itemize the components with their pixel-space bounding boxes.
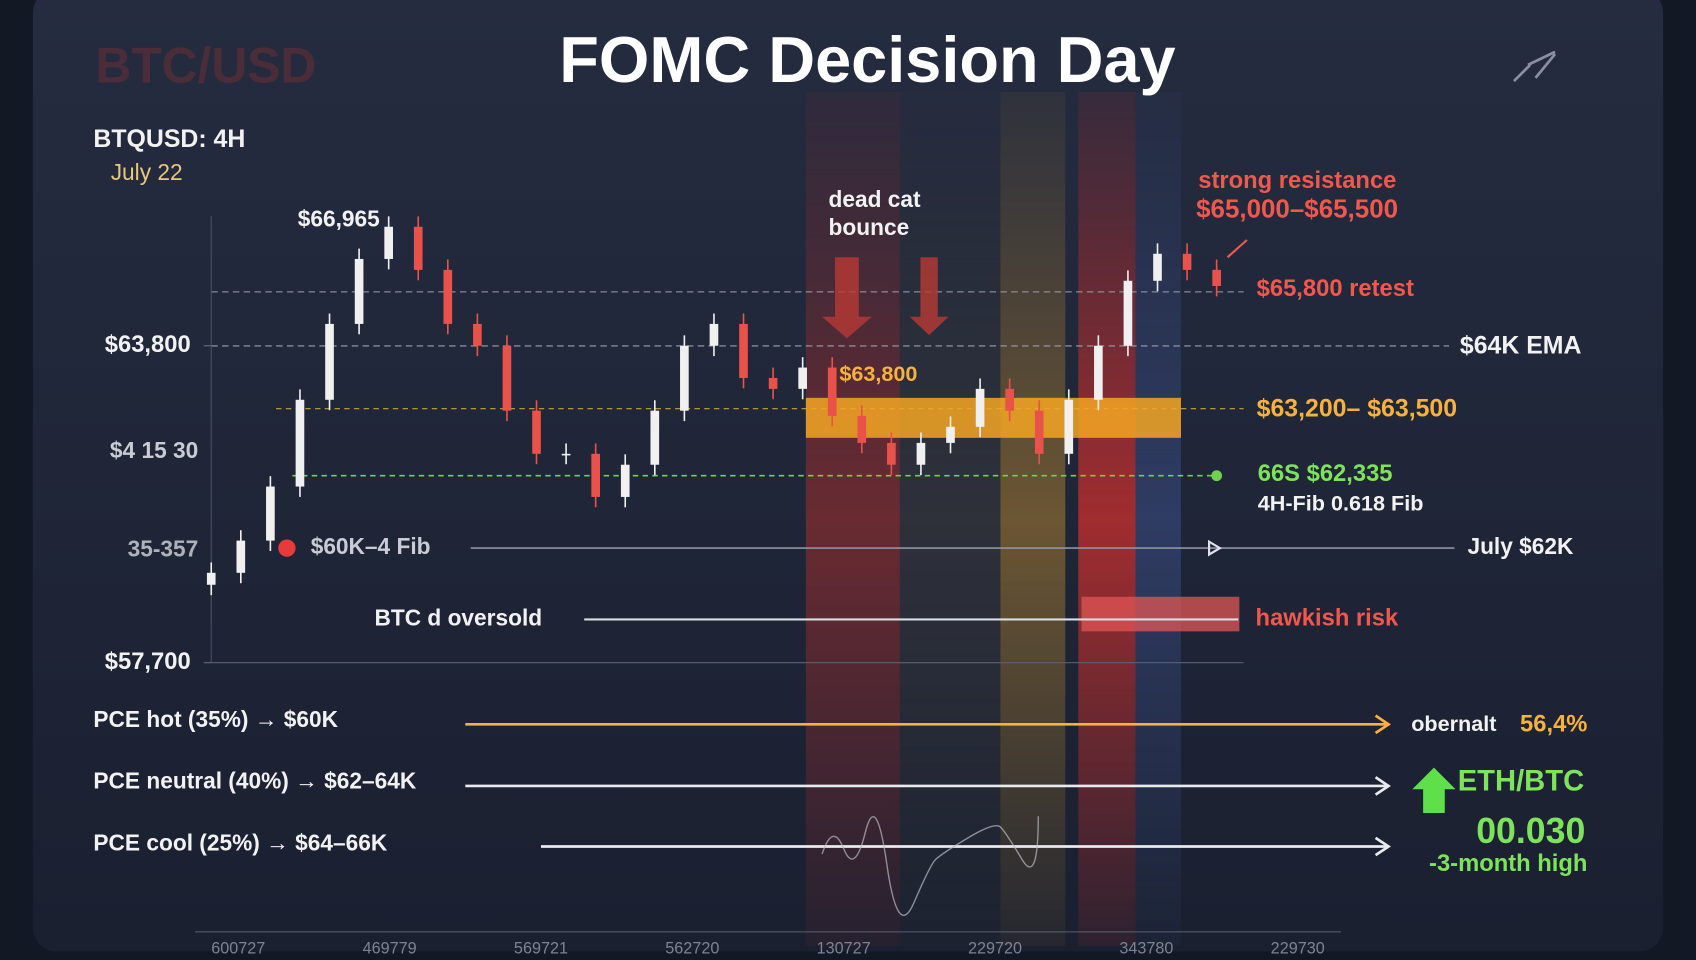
axis-note: $4 15 30 bbox=[110, 437, 198, 463]
logo-icon bbox=[1512, 50, 1557, 83]
squiggle bbox=[821, 816, 1039, 916]
annotation: hawkish risk bbox=[1256, 605, 1399, 632]
zone bbox=[805, 397, 1181, 438]
candle-body bbox=[1123, 280, 1133, 346]
symbol: BTQUSD: 4H bbox=[93, 125, 245, 153]
candle-body bbox=[946, 426, 955, 443]
candle-body bbox=[1182, 253, 1192, 270]
candle-body bbox=[1034, 410, 1044, 454]
event-bands bbox=[805, 91, 1181, 946]
scenario: PCE hot (35%) → $60K bbox=[93, 706, 338, 732]
candle-body bbox=[916, 442, 926, 465]
candle-body bbox=[354, 258, 364, 324]
candle-body bbox=[443, 269, 453, 324]
y-tick-label: $63,800 bbox=[105, 331, 191, 358]
candle-body bbox=[532, 410, 541, 454]
candle-body bbox=[591, 453, 600, 497]
x-tick-label: 562720 bbox=[665, 939, 719, 957]
side-note: -3-month high bbox=[1429, 850, 1587, 877]
annotation: dead cat bbox=[829, 186, 921, 212]
down-arrow bbox=[822, 257, 872, 339]
chart-title: FOMC Decision Day bbox=[559, 23, 1175, 96]
annotation: $63,200– $63,500 bbox=[1257, 394, 1457, 422]
x-tick-label: 469779 bbox=[363, 939, 417, 957]
candle-body bbox=[206, 572, 216, 585]
annotation: $65,000–$65,500 bbox=[1196, 196, 1398, 224]
x-tick-label: 569721 bbox=[514, 939, 568, 957]
annotation: $66,965 bbox=[298, 206, 380, 232]
zone bbox=[1081, 596, 1240, 632]
annotation: $63,800 bbox=[839, 361, 917, 386]
candle-body bbox=[620, 464, 630, 497]
candle-body bbox=[295, 399, 305, 487]
candle-body bbox=[1212, 269, 1221, 286]
candle-body bbox=[975, 388, 985, 427]
side-value: 56,4% bbox=[1520, 711, 1587, 738]
candle-body bbox=[739, 323, 748, 378]
x-tick-label: 600727 bbox=[211, 939, 265, 957]
candle-body bbox=[1064, 399, 1074, 454]
annotation: BTC d oversold bbox=[374, 604, 542, 630]
band bbox=[1078, 91, 1136, 946]
annotation: July $62K bbox=[1467, 533, 1574, 559]
annotation: bounce bbox=[829, 214, 910, 240]
side-label: obernalt bbox=[1411, 711, 1496, 736]
candle-body bbox=[413, 226, 423, 270]
arrow-head bbox=[1374, 836, 1391, 857]
x-tick-label: 343780 bbox=[1119, 939, 1173, 957]
down-arrow bbox=[909, 257, 949, 336]
pointer bbox=[1226, 239, 1248, 259]
candle-body bbox=[709, 323, 719, 346]
side-label: ETH/BTC bbox=[1458, 765, 1584, 797]
date: July 22 bbox=[111, 159, 183, 185]
candle-body bbox=[1094, 345, 1103, 400]
candle-body bbox=[887, 442, 896, 465]
annotation: $60K–4 Fib bbox=[311, 533, 431, 559]
candle-body bbox=[266, 486, 275, 541]
candle-body bbox=[1153, 253, 1162, 281]
candle-body bbox=[502, 345, 512, 411]
candle-body bbox=[798, 367, 807, 389]
annotation: 66S $62,335 bbox=[1258, 460, 1393, 487]
band bbox=[1000, 91, 1066, 946]
scenario: PCE neutral (40%) → $62–64K bbox=[93, 768, 416, 794]
x-tick-label: 229730 bbox=[1271, 939, 1325, 957]
watermark: BTC/USD bbox=[95, 37, 316, 93]
x-tick-label: 130727 bbox=[817, 939, 871, 957]
annotation: $64K EMA bbox=[1460, 332, 1582, 360]
x-tick-label: 229720 bbox=[968, 939, 1022, 957]
candle-body bbox=[680, 345, 689, 411]
candle-body bbox=[236, 540, 246, 573]
scenario: PCE cool (25%) → $64–66K bbox=[93, 829, 387, 855]
arrow-head bbox=[1208, 539, 1222, 557]
annotation: strong resistance bbox=[1198, 167, 1396, 194]
candle-body bbox=[857, 415, 867, 443]
arrow-head bbox=[1374, 776, 1391, 796]
marker bbox=[278, 539, 296, 557]
candle-body bbox=[768, 377, 778, 389]
candle-body bbox=[473, 323, 482, 346]
candle-body bbox=[384, 226, 393, 259]
annotation: 4H-Fib 0.618 Fib bbox=[1258, 491, 1424, 516]
side-value: 00.030 bbox=[1476, 811, 1585, 851]
y-tick-label: $57,700 bbox=[105, 648, 191, 675]
band bbox=[805, 91, 900, 946]
candle-body bbox=[325, 323, 334, 400]
band bbox=[1135, 91, 1181, 946]
band bbox=[899, 91, 1001, 946]
arrow-head bbox=[1374, 714, 1391, 735]
candle-body bbox=[827, 367, 837, 416]
annotation: $65,800 retest bbox=[1257, 275, 1414, 302]
level-dot bbox=[1211, 470, 1223, 482]
axis-note: 35-357 bbox=[128, 535, 199, 561]
candle-body bbox=[650, 410, 660, 465]
candle-body bbox=[1005, 388, 1014, 411]
candle-body bbox=[561, 453, 571, 456]
